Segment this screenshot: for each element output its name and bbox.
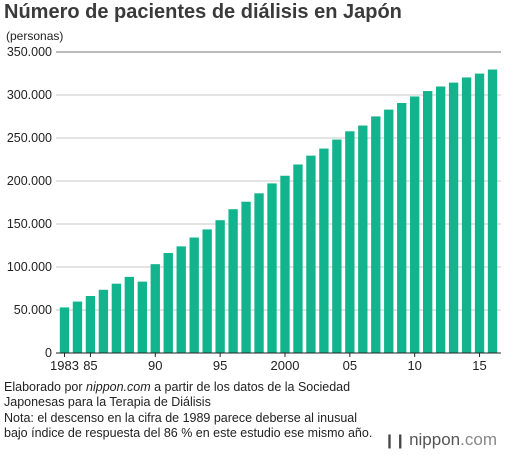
bar-2015 <box>474 73 485 353</box>
bar-1983 <box>59 307 70 353</box>
bar-1989 <box>137 281 147 353</box>
logo-name: nippon <box>409 430 461 449</box>
bars-icon: ❙❙ <box>383 431 406 448</box>
source-text: Elaborado por nippon.com a partir de los… <box>4 380 384 411</box>
x-tick-label: 95 <box>213 358 227 373</box>
bar-2004 <box>332 139 342 353</box>
bar-1984 <box>72 301 83 353</box>
logo-dot: . <box>460 430 465 449</box>
bar-2005 <box>345 131 355 353</box>
bar-2008 <box>384 109 394 354</box>
y-tick-label: 100.000 <box>7 260 52 274</box>
bar-2001 <box>293 164 303 353</box>
y-axis-ticks: 0 50.000 100.000 150.000 200.000 250.000 300.0… <box>7 45 52 360</box>
bar-2016 <box>487 69 498 353</box>
chart-title: Número de pacientes de diálisis en Japón <box>4 1 402 23</box>
bar-1997 <box>241 201 251 353</box>
bar-2009 <box>397 102 407 353</box>
chart-notes: Elaborado por nippon.com a partir de los… <box>4 380 384 441</box>
y-tick-label: 150.000 <box>7 217 52 231</box>
bar-1995 <box>215 220 225 353</box>
bar-1993 <box>189 237 199 353</box>
x-tick-label: 90 <box>148 358 162 373</box>
x-axis-ticks: 1983 85 90 95 2000 05 10 15 <box>50 353 487 373</box>
bar-chart: (personas) 0 50.000 100.000 150.000 200.000 2… <box>6 29 501 373</box>
bar-2007 <box>371 116 381 353</box>
bar-1992 <box>176 246 186 353</box>
x-tick-label: 05 <box>343 358 357 373</box>
bars <box>59 69 498 354</box>
bar-2010 <box>410 96 420 353</box>
y-tick-label: 200.000 <box>7 174 52 188</box>
bar-2000 <box>280 175 290 353</box>
source-prefix: Elaborado por <box>4 380 83 394</box>
note-text: Nota: el descenso en la cifra de 1989 pa… <box>4 410 373 440</box>
bar-1996 <box>228 209 238 353</box>
y-axis-label: (personas) <box>6 29 63 43</box>
source-rest: a partir de los datos de la Sociedad Jap… <box>4 380 351 410</box>
bar-1994 <box>202 229 212 353</box>
bar-1999 <box>267 183 277 353</box>
x-tick-label: 1983 <box>50 358 79 373</box>
bar-1986 <box>98 289 109 353</box>
nippon-logo: ❙❙ nippon. com <box>384 430 497 450</box>
bar-1991 <box>163 252 173 353</box>
bar-1987 <box>111 283 122 353</box>
bar-2006 <box>358 125 368 353</box>
y-tick-label: 0 <box>45 346 52 360</box>
bar-1998 <box>254 193 264 353</box>
bar-2002 <box>306 155 316 353</box>
y-tick-label: 350.000 <box>7 45 52 59</box>
bar-1985 <box>85 295 96 353</box>
bar-2003 <box>319 148 329 353</box>
source-link[interactable]: nippon.com <box>86 380 151 394</box>
bar-2013 <box>448 82 459 353</box>
x-tick-label: 85 <box>83 358 97 373</box>
bar-2014 <box>461 77 472 354</box>
x-tick-label: 10 <box>407 358 421 373</box>
y-tick-label: 300.000 <box>7 88 52 102</box>
bar-2012 <box>435 86 446 354</box>
gridlines <box>56 51 501 311</box>
x-tick-label: 2000 <box>271 358 300 373</box>
bar-1990 <box>150 264 160 353</box>
x-tick-label: 15 <box>472 358 486 373</box>
y-tick-label: 250.000 <box>7 131 52 145</box>
bar-1988 <box>124 276 135 353</box>
bar-2011 <box>422 91 433 353</box>
y-tick-label: 50.000 <box>14 303 52 317</box>
logo-suffix: com <box>464 430 497 449</box>
